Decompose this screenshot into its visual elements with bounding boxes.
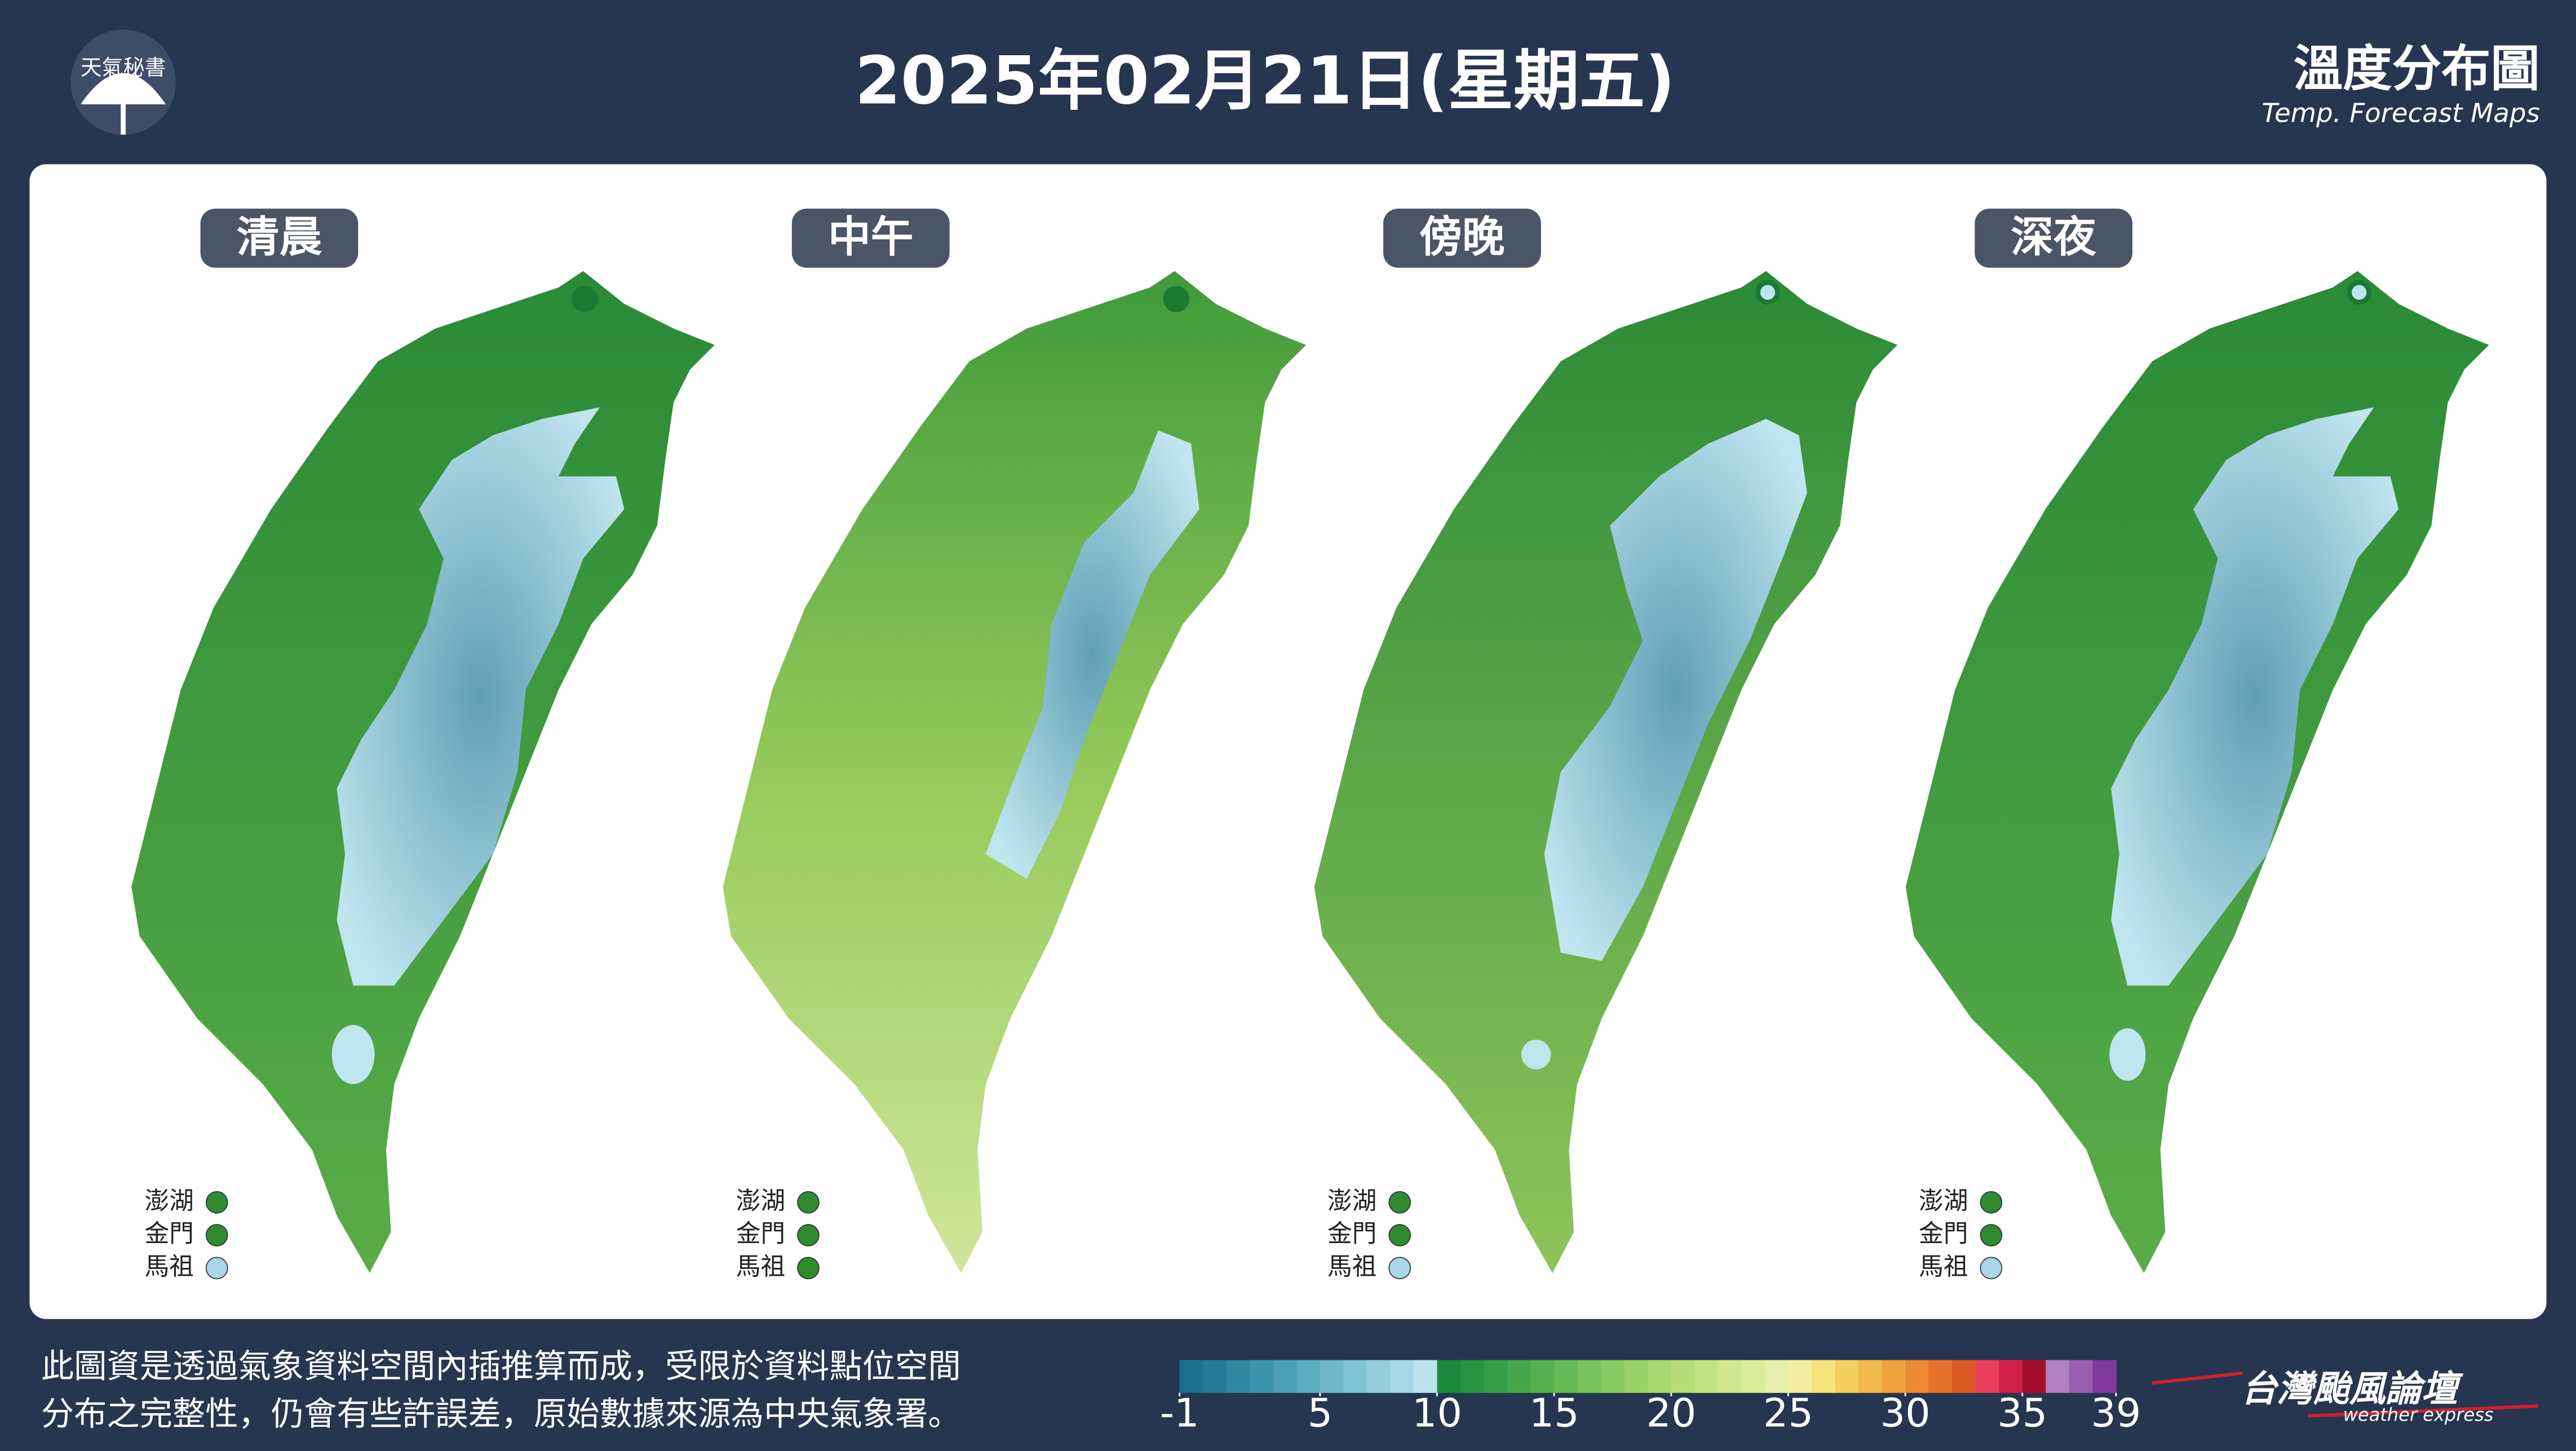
colorbar-cell [1179, 1360, 1204, 1393]
map [1905, 270, 2489, 1273]
colorbar-cell [1320, 1360, 1344, 1393]
colorbar-cell [1788, 1360, 1812, 1393]
island-name: 澎湖 [144, 1187, 193, 1215]
colorbar-tick-label: -1 [1160, 1391, 1200, 1436]
colorbar-tick-label: 5 [1308, 1391, 1333, 1436]
colorbar-cell [1694, 1360, 1719, 1393]
island-name: 馬祖 [1327, 1252, 1376, 1281]
colorbar-cell [1250, 1360, 1274, 1393]
colorbar-cell [1718, 1360, 1742, 1393]
island-name: 澎湖 [1919, 1187, 1968, 1215]
panel-label: 中午 [828, 212, 914, 262]
logo-umbrella [81, 73, 166, 135]
colorbar-cell [1624, 1360, 1649, 1393]
colorbar-tick-label: 15 [1529, 1391, 1579, 1436]
colorbar-cell [2069, 1360, 2093, 1393]
disclaimer: 此圖資是透過氣象資料空間內插推算而成，受限於資料點位空間 [41, 1347, 961, 1385]
island-name: 澎湖 [1327, 1187, 1376, 1215]
colorbar-cell [1296, 1360, 1321, 1393]
colorbar-cell [1554, 1360, 1578, 1393]
colorbar-cell [2022, 1360, 2047, 1393]
colorbar-cell [1226, 1360, 1251, 1393]
colorbar-tick-label: 30 [1880, 1391, 1931, 1436]
panel-label-bg [200, 208, 358, 268]
panel-label-bg [1975, 208, 2133, 268]
brand: 台灣颱風論壇 [2241, 1368, 2463, 1410]
colorbar-tick-label: 25 [1763, 1391, 1813, 1436]
colorbar-cell [1905, 1360, 1929, 1393]
colorbar-cell [1203, 1360, 1227, 1393]
colorbar-cell [1975, 1360, 2000, 1393]
colorbar-cell [1460, 1360, 1485, 1393]
colorbar-cell [1928, 1360, 1953, 1393]
map [131, 270, 715, 1273]
island-name: 澎湖 [736, 1187, 785, 1215]
colorbar-cell [1671, 1360, 1696, 1393]
colorbar-cell [2092, 1360, 2117, 1393]
map [1314, 270, 1898, 1273]
colorbar-tick-label: 35 [1997, 1391, 2047, 1436]
island-dot [1388, 1257, 1411, 1280]
map [723, 270, 1307, 1273]
island-name: 金門 [1919, 1219, 1968, 1248]
panel-label-bg [791, 208, 950, 268]
colorbar-cell [1484, 1360, 1508, 1393]
colorbar-cell [1741, 1360, 1765, 1393]
island-name: 馬祖 [144, 1252, 193, 1281]
colorbar-cell [2046, 1360, 2070, 1393]
island-dot [1980, 1257, 2003, 1280]
colorbar-cell [1952, 1360, 1976, 1393]
colorbar-cell [1343, 1360, 1367, 1393]
colorbar-cell [1601, 1360, 1625, 1393]
colorbar-cell [1366, 1360, 1391, 1393]
colorbar-cell [1882, 1360, 1906, 1393]
colorbar-tick-label: 10 [1412, 1391, 1462, 1436]
colorbar-cell [1390, 1360, 1414, 1393]
colorbar-cell [1507, 1360, 1532, 1393]
panel-label: 清晨 [237, 212, 322, 262]
island-dot [1980, 1191, 2003, 1214]
colorbar-cell [1812, 1360, 1836, 1393]
island-dot [797, 1224, 820, 1246]
colorbar-cell [1858, 1360, 1883, 1393]
colorbar-cell [1764, 1360, 1789, 1393]
colorbar-cell [1648, 1360, 1672, 1393]
brand-stroke [2152, 1372, 2539, 1418]
panel-label: 傍晚 [1419, 212, 1505, 262]
island-dot [205, 1257, 228, 1280]
island-name: 馬祖 [1919, 1252, 1968, 1281]
island-dot [205, 1191, 228, 1214]
colorbar-cell [1530, 1360, 1555, 1393]
colorbar-tick-label: 20 [1646, 1391, 1696, 1436]
disclaimer: 分布之完整性，仍會有些許誤差，原始數據來源為中央氣象署。 [41, 1395, 961, 1433]
panel-label: 深夜 [2011, 212, 2096, 262]
colorbar-cell [1577, 1360, 1602, 1393]
island-dot [1388, 1191, 1411, 1214]
island-name: 金門 [736, 1219, 785, 1248]
island-name: 金門 [1327, 1219, 1376, 1248]
title: 2025年02月21日(星期五) [855, 43, 1675, 119]
colorbar-cell [1437, 1360, 1461, 1393]
island-dot [205, 1224, 228, 1246]
right-subtitle: Temp. Forecast Maps [2261, 98, 2540, 128]
island-name: 金門 [144, 1219, 193, 1248]
colorbar-cell [1413, 1360, 1438, 1393]
island-dot [1388, 1224, 1411, 1246]
island-dot [1980, 1224, 2003, 1246]
island-dot [797, 1257, 820, 1280]
island-name: 馬祖 [736, 1252, 785, 1281]
brand-sub: weather express [2343, 1404, 2494, 1426]
colorbar-cell [1835, 1360, 1859, 1393]
panel-label-bg [1383, 208, 1541, 268]
logo-text: 天氣秘書 [81, 55, 166, 80]
colorbar-cell [1273, 1360, 1298, 1393]
colorbar-tick-label: 39 [2091, 1391, 2141, 1436]
colorbar-cell [1999, 1360, 2023, 1393]
right-title: 溫度分布圖 [2294, 40, 2540, 97]
island-dot [797, 1191, 820, 1214]
